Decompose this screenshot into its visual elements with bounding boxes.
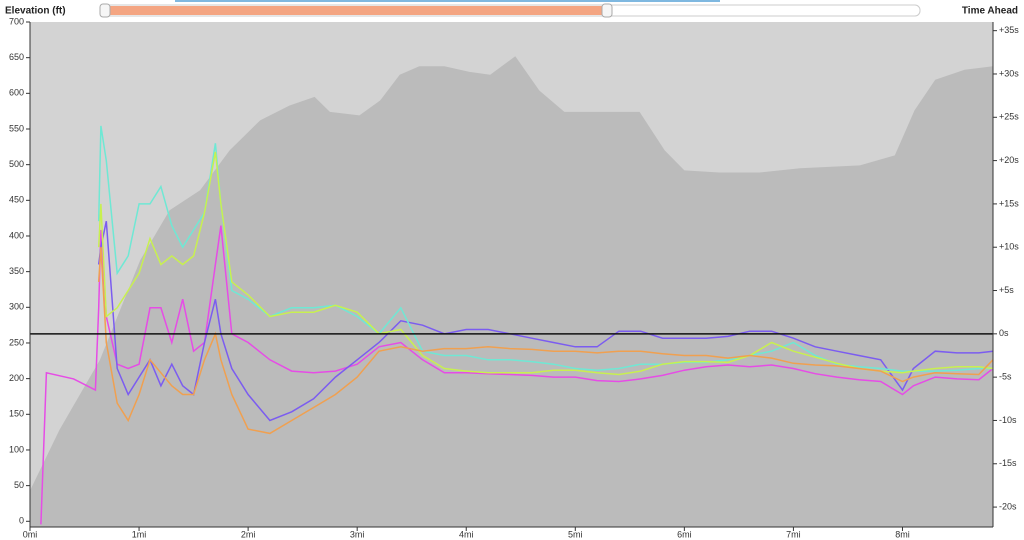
x-tick-label: 4mi bbox=[459, 529, 474, 539]
x-tick-label: 7mi bbox=[786, 529, 801, 539]
time-ahead-line bbox=[40, 225, 994, 525]
y2-tick-label: +20s bbox=[999, 155, 1019, 165]
y2-axis-title: Time Ahead bbox=[962, 6, 1018, 17]
time-ahead-line bbox=[97, 151, 994, 376]
x-tick-label: 1mi bbox=[132, 529, 147, 539]
y-tick-label: 400 bbox=[9, 230, 24, 240]
y2-tick-label: -10s bbox=[999, 415, 1017, 425]
range-handle-right[interactable] bbox=[601, 3, 613, 18]
y-tick-label: 450 bbox=[9, 195, 24, 205]
y2-tick-label: -15s bbox=[999, 458, 1017, 468]
y2-tick-label: -20s bbox=[999, 501, 1017, 511]
y-axis-title: Elevation (ft) bbox=[5, 6, 66, 17]
x-tick-label: 2mi bbox=[241, 529, 256, 539]
y-tick-label: 200 bbox=[9, 373, 24, 383]
map-strip bbox=[175, 0, 720, 2]
y2-tick-label: +25s bbox=[999, 112, 1019, 122]
range-selection bbox=[105, 6, 607, 15]
y2-tick-label: +10s bbox=[999, 242, 1019, 252]
y2-tick-label: 0s bbox=[999, 328, 1009, 338]
y2-tick-label: +5s bbox=[999, 285, 1014, 295]
y-tick-label: 150 bbox=[9, 409, 24, 419]
y2-tick-label: -5s bbox=[999, 372, 1012, 382]
y-tick-label: 300 bbox=[9, 302, 24, 312]
y2-tick-label: +30s bbox=[999, 68, 1019, 78]
y-tick-label: 0 bbox=[19, 516, 24, 526]
x-tick-label: 6mi bbox=[677, 529, 692, 539]
y-tick-label: 250 bbox=[9, 337, 24, 347]
x-tick-label: 5mi bbox=[568, 529, 583, 539]
y-tick-label: 650 bbox=[9, 52, 24, 62]
elevation-area bbox=[30, 56, 993, 527]
y-tick-label: 600 bbox=[9, 88, 24, 98]
y-tick-label: 100 bbox=[9, 444, 24, 454]
time-ahead-line bbox=[97, 221, 994, 422]
y-tick-label: 550 bbox=[9, 123, 24, 133]
x-tick-label: 3mi bbox=[350, 529, 365, 539]
range-handle-left[interactable] bbox=[99, 3, 111, 18]
y2-tick-label: +15s bbox=[999, 198, 1019, 208]
y-tick-label: 350 bbox=[9, 266, 24, 276]
y-tick-label: 50 bbox=[14, 480, 24, 490]
y-tick-label: 700 bbox=[9, 16, 24, 26]
y-tick-label: 500 bbox=[9, 159, 24, 169]
time-ahead-line bbox=[97, 247, 994, 435]
x-tick-label: 0mi bbox=[23, 529, 38, 539]
y2-tick-label: +35s bbox=[999, 25, 1019, 35]
x-tick-label: 8mi bbox=[895, 529, 910, 539]
